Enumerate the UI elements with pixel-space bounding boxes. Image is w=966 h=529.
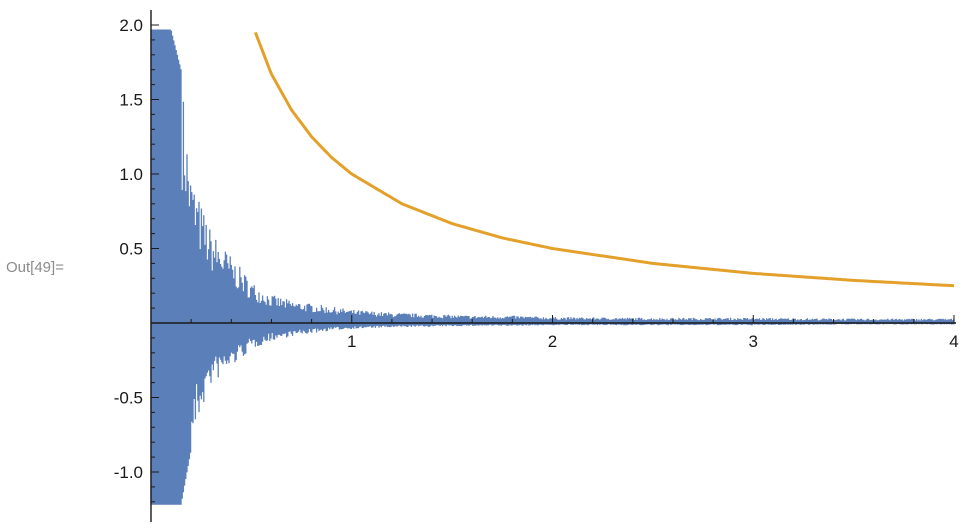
y-tick-label: 1.0 <box>119 165 143 184</box>
y-tick-label: 1.5 <box>119 91 143 110</box>
x-tick-label: 2 <box>548 332 557 351</box>
y-tick-label: 0.5 <box>119 240 143 259</box>
y-tick-label: -1.0 <box>114 463 143 482</box>
series-oscillation <box>150 29 955 505</box>
series-decay-curve <box>253 31 955 288</box>
cell-output-label: Out[49]= <box>6 259 64 276</box>
x-tick-label: 3 <box>749 332 758 351</box>
y-tick-label: 2.0 <box>119 16 143 35</box>
x-tick-label: 1 <box>347 332 356 351</box>
y-tick-label: -0.5 <box>114 389 143 408</box>
x-tick-label: 4 <box>949 332 958 351</box>
